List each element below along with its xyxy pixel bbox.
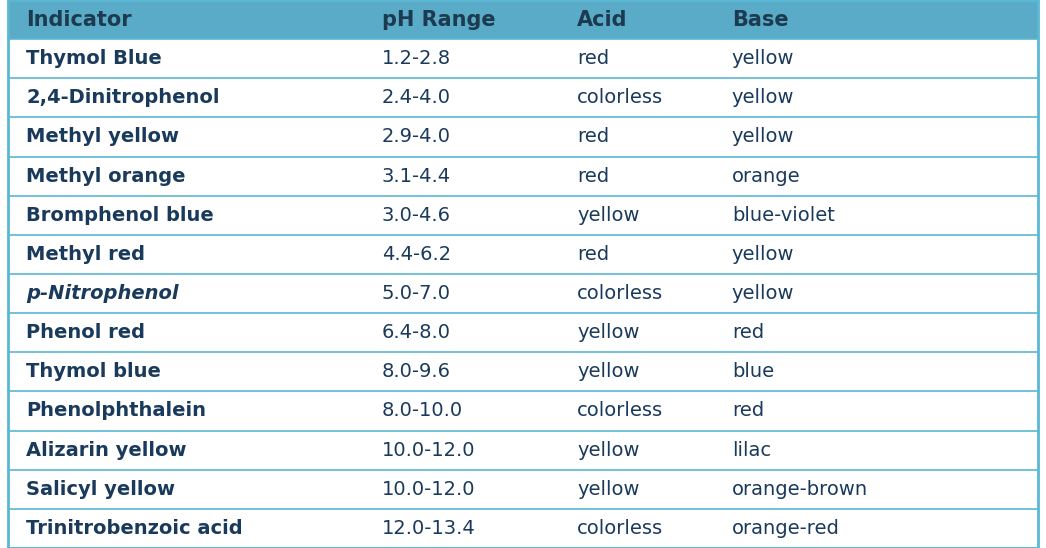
Text: yellow: yellow [577,206,640,225]
Bar [8,391,1038,431]
Text: p-Nitrophenol: p-Nitrophenol [26,284,179,303]
Text: Thymol Blue: Thymol Blue [26,49,162,68]
Text: yellow: yellow [577,441,640,460]
Text: orange-red: orange-red [732,519,840,538]
Text: yellow: yellow [577,480,640,499]
Text: Phenolphthalein: Phenolphthalein [26,402,206,420]
Text: Methyl orange: Methyl orange [26,167,186,186]
Text: 2.9-4.0: 2.9-4.0 [382,128,451,146]
Text: red: red [577,128,610,146]
Text: 10.0-12.0: 10.0-12.0 [382,441,475,460]
Text: 12.0-13.4: 12.0-13.4 [382,519,475,538]
Text: Thymol blue: Thymol blue [26,362,161,381]
Text: 10.0-12.0: 10.0-12.0 [382,480,475,499]
Bar [8,196,1038,235]
Bar [8,157,1038,196]
Text: yellow: yellow [732,49,794,68]
Text: blue: blue [732,362,774,381]
Text: red: red [577,167,610,186]
Text: Base: Base [732,9,789,30]
Bar [8,274,1038,313]
Text: Methyl red: Methyl red [26,245,145,264]
Text: Bromphenol blue: Bromphenol blue [26,206,214,225]
Text: yellow: yellow [732,284,794,303]
Text: pH Range: pH Range [382,9,495,30]
Text: red: red [577,245,610,264]
Text: Alizarin yellow: Alizarin yellow [26,441,187,460]
Text: colorless: colorless [577,88,663,107]
Text: red: red [732,323,764,342]
Text: 8.0-10.0: 8.0-10.0 [382,402,462,420]
Bar [8,78,1038,117]
Text: orange-brown: orange-brown [732,480,868,499]
Text: yellow: yellow [732,88,794,107]
Text: Methyl yellow: Methyl yellow [26,128,179,146]
Text: Salicyl yellow: Salicyl yellow [26,480,176,499]
Text: 4.4-6.2: 4.4-6.2 [382,245,451,264]
Text: yellow: yellow [732,245,794,264]
Text: 6.4-8.0: 6.4-8.0 [382,323,451,342]
Bar [8,352,1038,391]
Text: Indicator: Indicator [26,9,132,30]
Text: 5.0-7.0: 5.0-7.0 [382,284,451,303]
Text: 3.0-4.6: 3.0-4.6 [382,206,451,225]
Text: colorless: colorless [577,519,663,538]
Text: orange: orange [732,167,800,186]
Bar [8,0,1038,39]
Bar [8,313,1038,352]
Text: 2.4-4.0: 2.4-4.0 [382,88,451,107]
Bar [8,235,1038,274]
Bar [8,509,1038,548]
Bar [8,431,1038,470]
Text: blue-violet: blue-violet [732,206,835,225]
Text: 1.2-2.8: 1.2-2.8 [382,49,451,68]
Text: yellow: yellow [577,362,640,381]
Text: yellow: yellow [577,323,640,342]
Text: 3.1-4.4: 3.1-4.4 [382,167,451,186]
Text: colorless: colorless [577,284,663,303]
Text: 8.0-9.6: 8.0-9.6 [382,362,451,381]
Bar [8,470,1038,509]
Text: colorless: colorless [577,402,663,420]
Text: red: red [732,402,764,420]
Text: red: red [577,49,610,68]
Bar [8,117,1038,157]
Text: 2,4-Dinitrophenol: 2,4-Dinitrophenol [26,88,220,107]
Bar [8,39,1038,78]
Text: yellow: yellow [732,128,794,146]
Text: Phenol red: Phenol red [26,323,145,342]
Text: Trinitrobenzoic acid: Trinitrobenzoic acid [26,519,243,538]
Text: lilac: lilac [732,441,771,460]
Text: Acid: Acid [577,9,628,30]
